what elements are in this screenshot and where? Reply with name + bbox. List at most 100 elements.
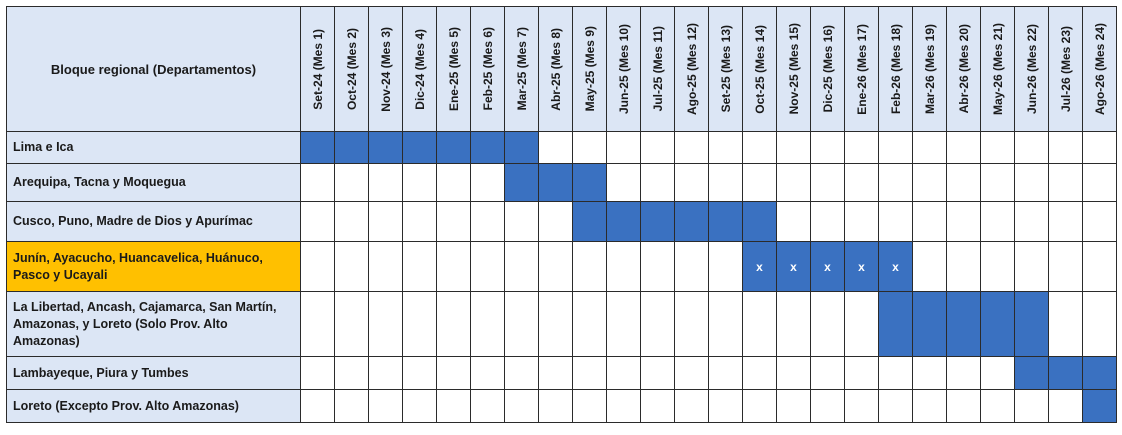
month-header: May-26 (Mes 21) <box>980 6 1015 132</box>
schedule-row: Junín, Ayacucho, Huancavelica, Huánuco, … <box>6 241 1117 292</box>
schedule-cell <box>1048 291 1083 357</box>
schedule-cell <box>402 163 437 202</box>
schedule-cell <box>300 291 335 357</box>
month-header: Abr-26 (Mes 20) <box>946 6 981 132</box>
schedule-cell <box>470 291 505 357</box>
schedule-cell <box>436 291 471 357</box>
schedule-cell <box>300 201 335 242</box>
month-header: Ene-25 (Mes 5) <box>436 6 471 132</box>
month-header: Oct-25 (Mes 14) <box>742 6 777 132</box>
schedule-bar-cell <box>572 163 607 202</box>
schedule-cell <box>946 356 981 390</box>
schedule-cell <box>878 389 913 423</box>
schedule-cell <box>742 356 777 390</box>
schedule-cell <box>1014 131 1049 164</box>
schedule-cell <box>640 131 675 164</box>
schedule-cell <box>810 131 845 164</box>
schedule-cell <box>470 201 505 242</box>
schedule-cell <box>810 201 845 242</box>
schedule-cell <box>402 201 437 242</box>
region-label: Loreto (Excepto Prov. Alto Amazonas) <box>6 389 301 423</box>
schedule-cell <box>912 163 947 202</box>
month-header-label: Feb-26 (Mes 18) <box>888 23 903 115</box>
schedule-cell <box>504 389 539 423</box>
month-header: Abr-25 (Mes 8) <box>538 6 573 132</box>
month-header: Oct-24 (Mes 2) <box>334 6 369 132</box>
schedule-cell <box>878 163 913 202</box>
month-header: Jun-25 (Mes 10) <box>606 6 641 132</box>
schedule-cell <box>810 356 845 390</box>
region-label: La Libertad, Ancash, Cajamarca, San Mart… <box>6 291 301 357</box>
schedule-bar-cell <box>402 131 437 164</box>
month-header-label: Jun-25 (Mes 10) <box>616 23 631 115</box>
schedule-cell <box>470 241 505 292</box>
schedule-bar-cell <box>334 131 369 164</box>
region-label: Lima e Ica <box>6 131 301 164</box>
schedule-cell <box>572 131 607 164</box>
header-row: Bloque regional (Departamentos) Set-24 (… <box>6 6 1117 132</box>
schedule-cell <box>1048 241 1083 292</box>
region-column-header: Bloque regional (Departamentos) <box>6 6 301 132</box>
month-header-label: Set-25 (Mes 13) <box>718 25 733 113</box>
schedule-cell <box>1082 163 1117 202</box>
month-header: Ago-25 (Mes 12) <box>674 6 709 132</box>
schedule-cell <box>606 389 641 423</box>
schedule-cell <box>708 356 743 390</box>
month-header-label: Nov-24 (Mes 3) <box>378 26 393 112</box>
schedule-cell <box>504 241 539 292</box>
schedule-cell <box>300 389 335 423</box>
schedule-cell <box>946 131 981 164</box>
schedule-cell <box>912 201 947 242</box>
schedule-cell <box>844 389 879 423</box>
schedule-row: Loreto (Excepto Prov. Alto Amazonas) <box>6 389 1117 423</box>
schedule-cell <box>1048 131 1083 164</box>
schedule-cell <box>572 356 607 390</box>
schedule-cell <box>606 291 641 357</box>
schedule-cell <box>946 201 981 242</box>
schedule-cell <box>776 291 811 357</box>
schedule-cell <box>368 356 403 390</box>
schedule-cell <box>402 389 437 423</box>
schedule-cell <box>334 291 369 357</box>
schedule-cell <box>912 241 947 292</box>
schedule-row: Lima e Ica <box>6 131 1117 164</box>
schedule-cell <box>742 131 777 164</box>
month-header-label: Jul-25 (Mes 11) <box>650 26 665 112</box>
month-header-label: Oct-24 (Mes 2) <box>344 27 359 111</box>
schedule-cell <box>946 389 981 423</box>
schedule-cell <box>980 131 1015 164</box>
month-header: Jun-26 (Mes 22) <box>1014 6 1049 132</box>
schedule-row: Arequipa, Tacna y Moquegua <box>6 163 1117 202</box>
schedule-bar-cell <box>470 131 505 164</box>
month-header-label: Dic-25 (Mes 16) <box>820 25 835 113</box>
schedule-cell <box>844 356 879 390</box>
schedule-bar-cell: x <box>844 241 879 292</box>
schedule-cell <box>334 201 369 242</box>
schedule-cell <box>334 241 369 292</box>
month-header: Mar-26 (Mes 19) <box>912 6 947 132</box>
schedule-cell <box>1048 201 1083 242</box>
month-header: Mar-25 (Mes 7) <box>504 6 539 132</box>
schedule-bar-cell <box>300 131 335 164</box>
schedule-bar-cell <box>572 201 607 242</box>
schedule-cell <box>708 163 743 202</box>
schedule-cell <box>742 163 777 202</box>
schedule-cell <box>436 201 471 242</box>
schedule-row: La Libertad, Ancash, Cajamarca, San Mart… <box>6 291 1117 357</box>
schedule-cell <box>810 389 845 423</box>
schedule-cell <box>1014 163 1049 202</box>
schedule-row: Lambayeque, Piura y Tumbes <box>6 356 1117 390</box>
schedule-cell <box>572 389 607 423</box>
schedule-cell <box>334 389 369 423</box>
schedule-cell <box>640 163 675 202</box>
schedule-cell <box>674 356 709 390</box>
month-header: Dic-25 (Mes 16) <box>810 6 845 132</box>
month-header-label: Oct-25 (Mes 14) <box>752 24 767 114</box>
month-header-label: Nov-25 (Mes 15) <box>786 23 801 115</box>
region-label: Arequipa, Tacna y Moquegua <box>6 163 301 202</box>
schedule-cell <box>844 131 879 164</box>
schedule-cell <box>300 241 335 292</box>
schedule-cell <box>878 131 913 164</box>
schedule-cell <box>334 163 369 202</box>
schedule-cell <box>504 356 539 390</box>
